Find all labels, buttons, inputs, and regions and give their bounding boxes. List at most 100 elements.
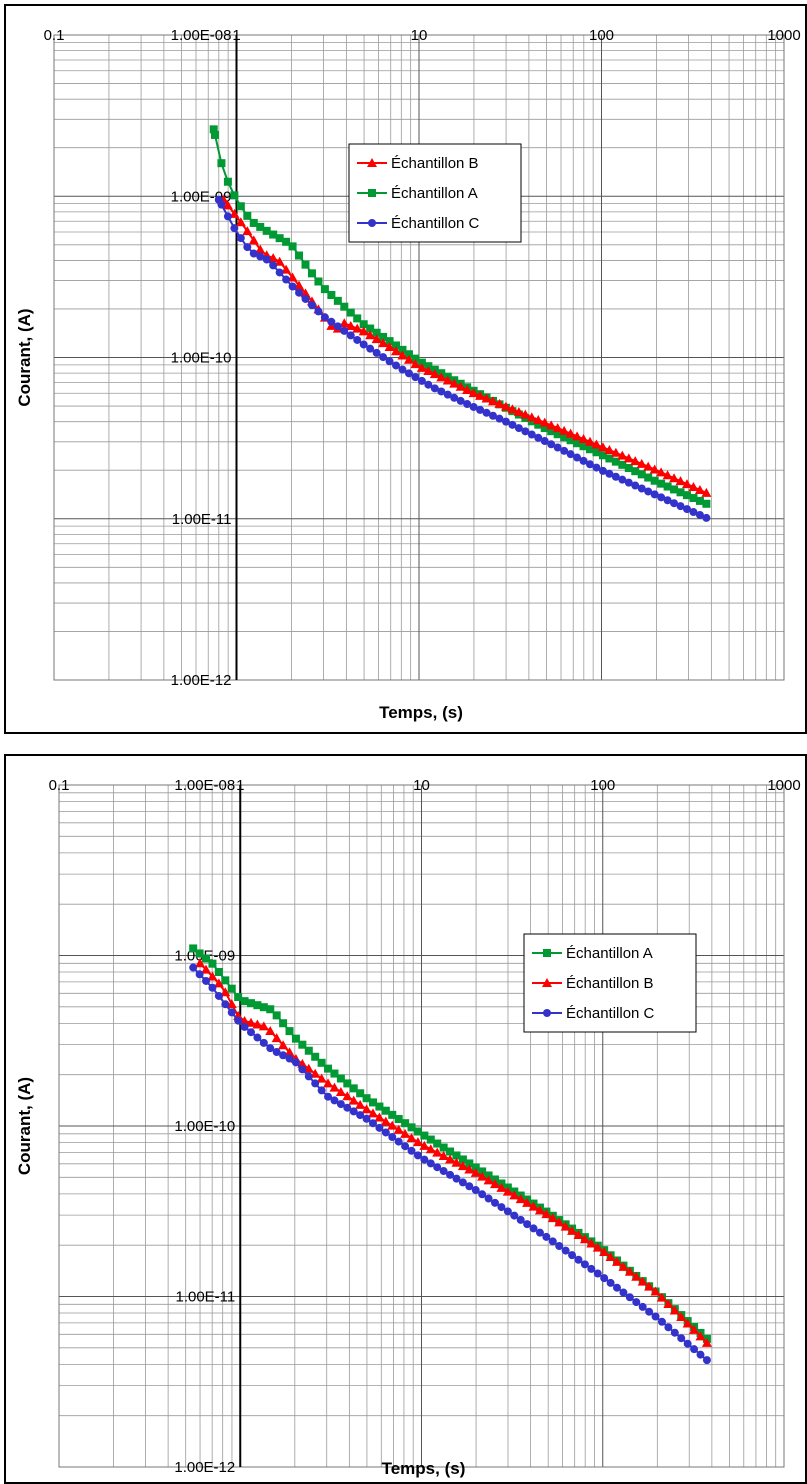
legend-swatch-marker-a: [368, 189, 376, 197]
series-c-marker: [240, 1022, 249, 1031]
series-a-marker: [359, 320, 368, 329]
series-b-marker: [522, 1197, 533, 1207]
series-b-marker: [488, 396, 499, 406]
series-c-marker: [516, 1215, 525, 1224]
series-b-marker: [310, 1068, 321, 1078]
series-c-marker: [598, 466, 607, 475]
series-a-marker: [202, 954, 211, 963]
series-b-marker: [393, 1124, 404, 1134]
series-a-marker: [209, 125, 218, 134]
series-a-marker: [566, 436, 575, 445]
series-b-marker: [281, 264, 292, 274]
series-c-marker: [651, 1312, 660, 1321]
series-c-marker: [471, 1186, 480, 1195]
series-c-marker: [592, 463, 601, 472]
chart-svg-top: 0.1 1 10 100 10001.00E-081.00E-091.00E-101.0…: [4, 4, 807, 734]
series-b-marker: [294, 280, 305, 290]
y-tick-label: 1.00E-12: [174, 1459, 235, 1476]
series-b-marker: [258, 1021, 269, 1031]
series-b-marker: [604, 445, 615, 455]
series-c-marker: [501, 417, 510, 426]
series-a-marker: [221, 976, 230, 985]
series-a-marker: [413, 1127, 422, 1136]
series-c-marker: [295, 288, 304, 297]
series-b-marker: [663, 1299, 674, 1309]
series-b-marker: [494, 398, 505, 408]
series-c-marker: [510, 1211, 519, 1220]
series-b-marker: [278, 1040, 289, 1050]
series-a-marker: [349, 1084, 358, 1093]
series-c-marker: [638, 1302, 647, 1311]
series-a-marker: [236, 202, 245, 211]
series-a-marker: [356, 1089, 365, 1098]
series-c-marker: [230, 224, 239, 233]
series-b-marker: [585, 436, 596, 446]
series-c-marker: [670, 1328, 679, 1337]
x-tick-label: 1: [232, 27, 240, 44]
series-a-marker: [282, 237, 291, 246]
series-b: [195, 958, 712, 1347]
x-tick-label: 100: [589, 27, 614, 44]
series-c-marker: [458, 1178, 467, 1187]
series-a-marker: [269, 230, 278, 239]
series-c-marker: [521, 427, 530, 436]
series-b-marker: [572, 431, 583, 441]
series-a-marker: [249, 218, 258, 227]
series-b-marker: [213, 978, 224, 988]
series-b-marker: [423, 366, 434, 376]
series-c-marker: [613, 1283, 622, 1292]
series-c-marker: [637, 484, 646, 493]
series-b-marker: [412, 1137, 423, 1147]
series-a-marker: [631, 467, 640, 476]
legend-swatch-marker-a: [543, 949, 551, 957]
series-a-marker: [398, 345, 407, 354]
series-a-marker: [346, 308, 355, 317]
series-a-marker: [618, 460, 627, 469]
series-b-marker: [599, 1247, 610, 1257]
series-a-marker: [291, 1034, 300, 1043]
series-c-marker: [195, 970, 204, 979]
series-c-marker: [234, 1016, 243, 1025]
series-a-marker: [295, 251, 304, 260]
series-c-marker: [379, 353, 388, 362]
series-a-marker: [208, 959, 217, 968]
series-c-marker: [579, 456, 588, 465]
series-a-marker: [407, 1123, 416, 1132]
series-a-marker: [314, 277, 323, 286]
legend-swatch-marker-c: [368, 219, 376, 227]
series-b-marker: [455, 381, 466, 391]
y-axis-title: Courant, (A): [15, 1077, 34, 1175]
series-a-marker: [388, 1110, 397, 1119]
series-a-marker: [446, 1147, 455, 1156]
series-a-marker: [644, 473, 653, 482]
series-b-marker: [500, 401, 511, 411]
x-axis-title: Temps, (s): [382, 1459, 466, 1478]
series-a-marker: [366, 324, 375, 333]
series-c-marker: [333, 322, 342, 331]
series-c-marker: [535, 1228, 544, 1237]
series-a-marker: [394, 1115, 403, 1124]
series-c-marker: [586, 460, 595, 469]
series-c-marker: [343, 1103, 352, 1112]
series-c-marker: [372, 348, 381, 357]
series-c-marker: [702, 513, 711, 522]
series-b-marker: [513, 406, 524, 416]
series-c-marker: [663, 496, 672, 505]
series-c-marker: [695, 510, 704, 519]
series-b-marker: [265, 1026, 276, 1036]
series-a-marker: [324, 1064, 333, 1073]
series-c-marker: [689, 508, 698, 517]
series-c-marker: [253, 1033, 262, 1042]
y-axis-title: Courant, (A): [15, 308, 34, 406]
series-b-marker: [610, 447, 621, 457]
series-a-marker: [301, 260, 310, 269]
series-a-marker: [234, 993, 243, 1002]
series-c-marker: [346, 331, 355, 340]
series-c-marker: [362, 1114, 371, 1123]
series-b-marker: [591, 439, 602, 449]
series-a-marker: [392, 341, 401, 350]
series-b-marker: [335, 1086, 346, 1096]
series-b-marker: [387, 1120, 398, 1130]
legend-label-c: Échantillon C: [391, 215, 480, 232]
series-c-marker: [463, 400, 472, 409]
